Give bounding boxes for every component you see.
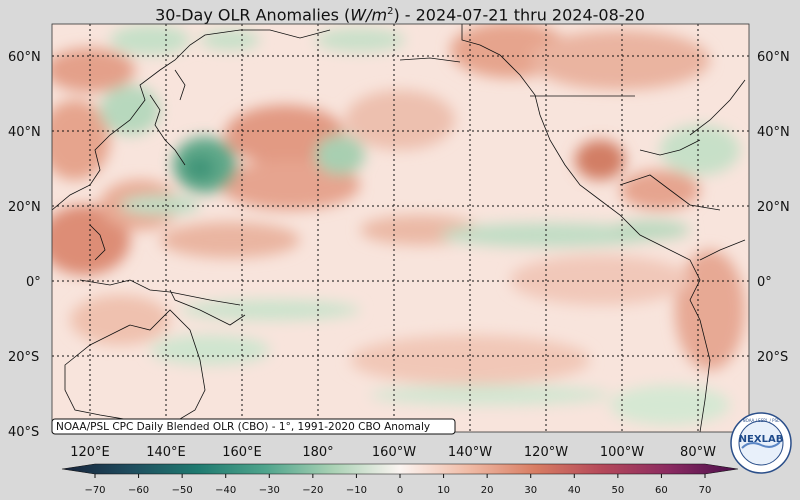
lat-label: 40°S — [8, 425, 39, 440]
lat-label: 20°N — [8, 200, 41, 215]
lat-label: 20°S — [8, 350, 39, 365]
colorbar-tick-label: −70 — [84, 485, 105, 496]
lon-label: 100°W — [600, 445, 644, 460]
lat-label: 20°S — [757, 350, 788, 365]
logo-ring-text: NOAA / ESRL / PSL — [743, 418, 780, 423]
colorbar-tick-label: 40 — [568, 485, 581, 496]
colorbar-tick-label: −30 — [259, 485, 280, 496]
lat-label: 60°N — [8, 50, 41, 65]
colorbar-tick-label: 20 — [481, 485, 494, 496]
colorbar-tick-label: 10 — [437, 485, 450, 496]
colorbar-ticks: −70 −60 −50 −40 −30 −20 −10 0 10 20 30 40 50 60 70 — [84, 474, 711, 496]
map-title: 30-Day OLR Anomalies (W/m2) - 2024-07-21… — [155, 5, 645, 25]
lat-label: 20°N — [757, 200, 790, 215]
source-note: NOAA/PSL CPC Daily Blended OLR (CBO) - 1… — [51, 418, 456, 435]
lat-labels-right: 60°N 40°N 20°N 0° 20°S — [757, 50, 790, 365]
colorbar-tick-label: 0 — [397, 485, 403, 496]
colorbar-tick-label: −50 — [172, 485, 193, 496]
source-note-text: NOAA/PSL CPC Daily Blended OLR (CBO) - 1… — [56, 421, 430, 433]
lat-label: 0° — [26, 275, 41, 290]
anomaly-field — [52, 24, 749, 432]
lat-label: 40°N — [8, 125, 41, 140]
lon-labels: 120°E 140°E 160°E 180° 160°W 140°W 120°W… — [70, 445, 716, 460]
lat-labels-left: 60°N 40°N 20°N 0° 20°S 40°S — [8, 50, 41, 440]
lon-label: 140°W — [448, 445, 492, 460]
colorbar-tick-label: −20 — [302, 485, 323, 496]
lon-label: 180° — [302, 445, 333, 460]
lon-label: 160°E — [222, 445, 262, 460]
colorbar-tick-label: 60 — [655, 485, 668, 496]
logo-text: NEXLAB — [739, 434, 784, 445]
colorbar-tick-label: −40 — [215, 485, 236, 496]
colorbar-tick-label: 30 — [524, 485, 537, 496]
coastlines — [52, 24, 746, 432]
colorbar: −70 −60 −50 −40 −30 −20 −10 0 10 20 30 40 50 60 70 — [61, 463, 739, 496]
colorbar-tick-label: 50 — [611, 485, 624, 496]
lon-label: 120°W — [524, 445, 568, 460]
lon-label: 80°W — [680, 445, 716, 460]
graticule — [52, 24, 749, 432]
lat-label: 0° — [757, 275, 772, 290]
colorbar-tick-label: 70 — [699, 485, 712, 496]
lat-label: 40°N — [757, 125, 790, 140]
lon-label: 140°E — [146, 445, 186, 460]
lon-label: 160°W — [372, 445, 416, 460]
colorbar-bar — [61, 463, 739, 475]
colorbar-tick-label: −10 — [346, 485, 367, 496]
nexlab-logo: NEXLAB NOAA / ESRL / PSL — [730, 412, 792, 474]
colorbar-tick-label: −60 — [128, 485, 149, 496]
lat-label: 60°N — [757, 50, 790, 65]
lon-label: 120°E — [70, 445, 110, 460]
